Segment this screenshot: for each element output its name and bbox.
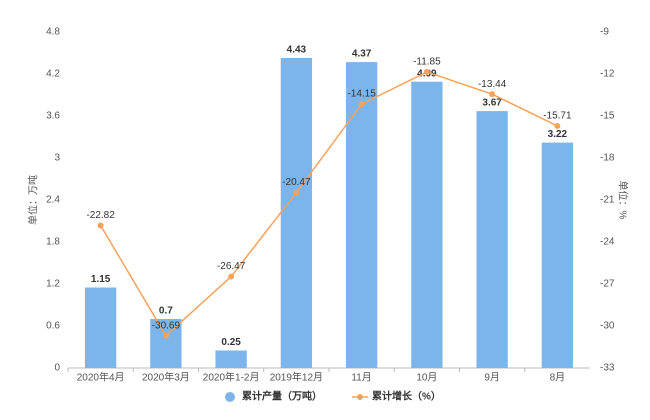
y2-tick-label: -15 — [600, 111, 615, 122]
y2-tick-label: -24 — [600, 237, 615, 248]
legend-label: 累计产量（万吨） — [242, 390, 322, 403]
x-tick-label: 2020年3月 — [142, 371, 190, 384]
bar — [411, 81, 443, 368]
bar — [541, 142, 574, 368]
line-value-label: -11.85 — [413, 57, 441, 68]
y2-tick-label: -30 — [600, 321, 615, 332]
x-tick-label: 2019年12月 — [270, 371, 323, 384]
bar — [215, 350, 247, 368]
bar-value-label: 1.15 — [91, 274, 111, 285]
bar-value-label: 0.25 — [221, 337, 241, 348]
bar — [280, 57, 313, 369]
y2-tick-label: -33 — [600, 363, 615, 374]
x-tick-label: 8月 — [550, 372, 566, 384]
y-tick-label: 4.8 — [46, 27, 60, 38]
y2-tick-label: -9 — [600, 27, 609, 38]
x-tick-label: 9月 — [484, 372, 500, 384]
line-value-label: -13.44 — [478, 79, 507, 90]
y-axis-label: 单位：万吨 — [27, 175, 40, 225]
y-tick-label: 2.4 — [46, 195, 60, 206]
bar-value-label: 4.43 — [287, 45, 307, 56]
x-tick-label: 10月 — [416, 372, 437, 384]
line-value-label: -15.71 — [543, 111, 572, 122]
y2-tick-label: -27 — [600, 279, 615, 290]
y-tick-label: 1.8 — [46, 237, 60, 248]
line-value-label: -22.82 — [86, 210, 115, 221]
bar-value-label: 3.67 — [482, 98, 502, 109]
line-value-label: -14.15 — [347, 89, 376, 100]
line-value-label: -26.47 — [217, 261, 246, 272]
x-tick-label: 2020年4月 — [77, 371, 125, 384]
line-point — [358, 101, 365, 108]
line-point — [293, 189, 300, 196]
y-tick-label: 3 — [54, 153, 60, 164]
line — [99, 71, 558, 337]
line-point — [554, 122, 561, 129]
y-tick-label: 0 — [54, 363, 60, 374]
line-point — [228, 273, 235, 280]
line-point — [489, 91, 496, 98]
line-value-label: -30.69 — [152, 320, 181, 331]
bar-value-label: 3.22 — [548, 129, 568, 140]
x-tick-label: 2020年1-2月 — [203, 371, 260, 384]
y-tick-label: 3.6 — [46, 111, 60, 122]
bar-value-label: 0.7 — [159, 306, 173, 317]
y2-tick-label: -12 — [600, 69, 615, 80]
y-tick-label: 4.2 — [46, 69, 60, 80]
bar-value-label: 4.37 — [352, 49, 372, 60]
line-point — [162, 332, 169, 339]
line-value-label: -20.47 — [282, 177, 311, 188]
x-tick-label: 11月 — [351, 372, 371, 384]
y-tick-label: 1.2 — [46, 279, 60, 290]
bar — [476, 111, 508, 368]
bar — [345, 62, 378, 368]
y2-tick-label: -21 — [600, 195, 615, 206]
legend-label: 累计增长（%） — [372, 390, 441, 403]
line-point — [97, 222, 104, 229]
line-point — [423, 68, 430, 75]
y2-axis-label: 单位：% — [616, 181, 629, 220]
y2-tick-label: -18 — [600, 153, 615, 164]
legend-swatch — [225, 392, 235, 402]
bar — [84, 287, 117, 368]
y-tick-label: 0.6 — [46, 321, 60, 332]
legend-swatch — [357, 394, 363, 400]
